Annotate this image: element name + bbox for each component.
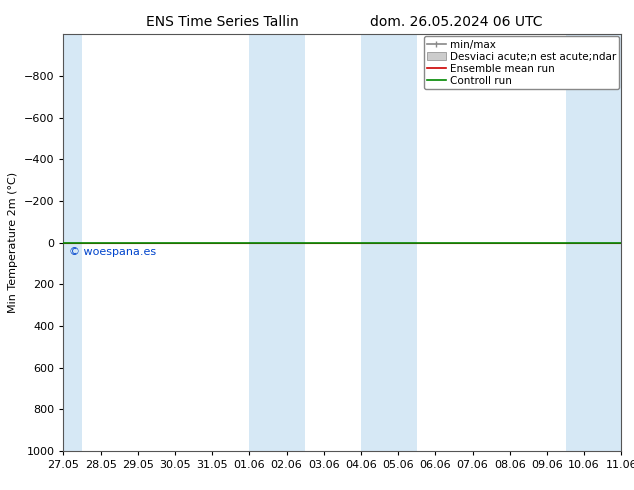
Legend: min/max, Desviaci acute;n est acute;ndar, Ensemble mean run, Controll run: min/max, Desviaci acute;n est acute;ndar… — [424, 36, 619, 89]
Text: ENS Time Series Tallin: ENS Time Series Tallin — [146, 15, 298, 29]
Y-axis label: Min Temperature 2m (°C): Min Temperature 2m (°C) — [8, 172, 18, 313]
Text: © woespana.es: © woespana.es — [69, 246, 156, 257]
Bar — [566, 34, 621, 451]
Bar — [63, 34, 82, 451]
Bar — [249, 34, 305, 451]
Bar — [361, 34, 417, 451]
Text: dom. 26.05.2024 06 UTC: dom. 26.05.2024 06 UTC — [370, 15, 543, 29]
